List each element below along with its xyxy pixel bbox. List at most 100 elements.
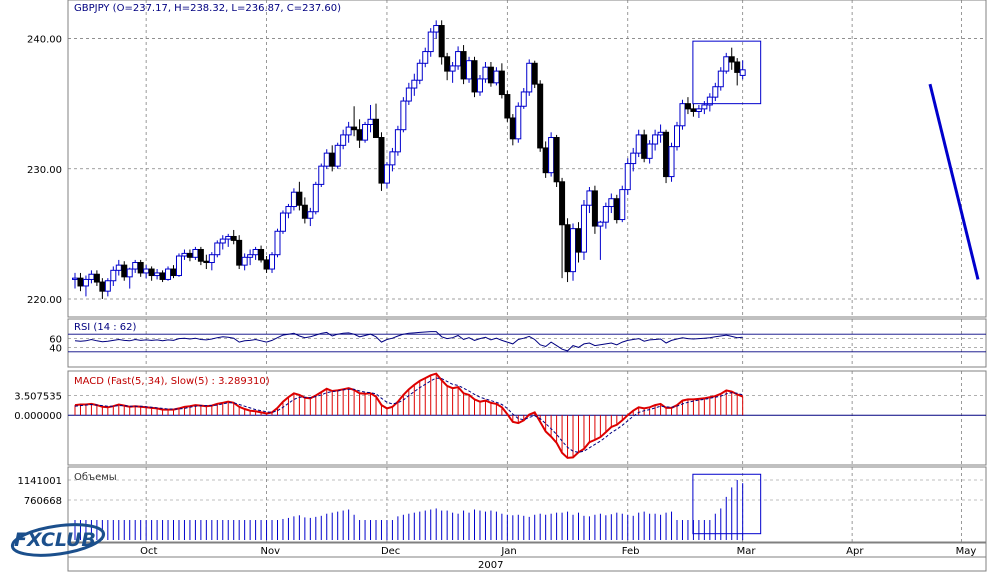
candle-body bbox=[416, 62, 423, 81]
candle-body bbox=[203, 260, 210, 264]
candle-body bbox=[318, 165, 325, 185]
candle-body bbox=[602, 206, 609, 223]
x-tick-label-apr: Apr bbox=[846, 546, 864, 557]
candle-body bbox=[356, 129, 363, 141]
price-legend: GBPJPY (O=237.17, H=238.32, L=236.87, C=… bbox=[74, 3, 341, 14]
forecast-trend-line bbox=[928, 83, 980, 280]
annotations bbox=[692, 40, 980, 535]
candle-body bbox=[269, 254, 276, 270]
candle-body bbox=[504, 94, 511, 119]
candle-body bbox=[723, 56, 730, 72]
candle-body bbox=[668, 146, 675, 178]
candle-body bbox=[170, 268, 177, 277]
candle-body bbox=[646, 143, 653, 159]
candle-body bbox=[433, 25, 440, 33]
candle-body bbox=[657, 131, 664, 136]
candle-body bbox=[110, 269, 117, 282]
candle-body bbox=[159, 272, 166, 280]
candle-body bbox=[690, 108, 697, 112]
candle-body bbox=[509, 117, 516, 140]
candle-body bbox=[652, 134, 659, 145]
candle-body bbox=[389, 151, 396, 166]
candle-body bbox=[154, 272, 161, 277]
candle-body bbox=[591, 190, 598, 227]
candle-body bbox=[312, 183, 319, 213]
candle-body bbox=[559, 181, 566, 226]
candle-body bbox=[351, 126, 358, 131]
candle-body bbox=[362, 123, 369, 141]
candle-body bbox=[460, 51, 467, 80]
candle-body bbox=[274, 230, 281, 256]
macd-outline bbox=[74, 372, 744, 459]
candle-body bbox=[641, 134, 648, 159]
volume-y-tick-label: 1141001 bbox=[17, 476, 62, 487]
candle-body bbox=[241, 256, 248, 266]
candle-body bbox=[635, 134, 642, 154]
candle-body bbox=[515, 105, 522, 140]
candle-body bbox=[466, 60, 473, 80]
candle-body bbox=[258, 248, 265, 261]
candle-body bbox=[411, 79, 418, 89]
macd-y-tick-label: 0.000000 bbox=[14, 411, 62, 422]
candle-body bbox=[93, 273, 100, 283]
candle-body bbox=[197, 248, 204, 262]
candle-body bbox=[383, 164, 390, 184]
candle-body bbox=[679, 103, 686, 127]
x-tick-label-may: May bbox=[956, 546, 977, 557]
logo-swoosh bbox=[10, 523, 106, 557]
candle-body bbox=[586, 190, 593, 206]
candle-body bbox=[181, 252, 188, 257]
price-y-tick-label: 230.00 bbox=[27, 165, 62, 176]
candle-body bbox=[121, 264, 128, 278]
candle-body bbox=[296, 191, 303, 206]
price-y-tick-label: 220.00 bbox=[27, 295, 62, 306]
candle-body bbox=[82, 278, 89, 287]
candle-body bbox=[301, 204, 308, 219]
candle-body bbox=[132, 262, 139, 270]
candle-body bbox=[88, 273, 95, 280]
candle-body bbox=[99, 281, 106, 292]
candle-body bbox=[674, 125, 680, 148]
candle-body bbox=[444, 56, 451, 72]
candle-body bbox=[608, 198, 615, 208]
candle-body bbox=[148, 268, 155, 277]
candle-body bbox=[542, 147, 549, 174]
candle-body bbox=[575, 228, 582, 253]
candle-body bbox=[186, 252, 193, 258]
candle-body bbox=[553, 137, 560, 183]
price-highlight-box bbox=[692, 40, 762, 105]
candle-body bbox=[345, 126, 352, 136]
candle-body bbox=[367, 118, 374, 125]
candle-body bbox=[126, 268, 133, 278]
candle-body bbox=[548, 137, 555, 174]
candle-body bbox=[192, 248, 199, 258]
x-tick-label-dec: Dec bbox=[381, 546, 400, 557]
candle-body bbox=[663, 131, 670, 178]
candle-body bbox=[597, 221, 604, 227]
candle-body bbox=[263, 259, 270, 270]
candle-body bbox=[427, 31, 434, 53]
candle-body bbox=[455, 51, 462, 67]
year-label: 2007 bbox=[478, 560, 503, 571]
rsi-y-tick-label: 60 bbox=[49, 335, 62, 346]
volume-legend: Объемы bbox=[74, 472, 117, 483]
macd-signal-line bbox=[74, 377, 743, 453]
candle-body bbox=[728, 56, 735, 63]
price-candles bbox=[72, 20, 746, 299]
candle-body bbox=[285, 206, 292, 214]
candle-body bbox=[340, 134, 347, 146]
fxclub-logo: FXCLUB bbox=[10, 523, 106, 557]
candle-body bbox=[230, 235, 237, 241]
candle-body bbox=[734, 61, 741, 73]
candle-body bbox=[476, 78, 483, 93]
candle-body bbox=[630, 152, 637, 165]
candle-body bbox=[717, 70, 724, 88]
candle-body bbox=[438, 25, 445, 58]
candle-body bbox=[247, 254, 254, 258]
x-tick-label-nov: Nov bbox=[261, 546, 281, 557]
candle-body bbox=[165, 268, 172, 280]
macd-panel-frame bbox=[67, 370, 987, 466]
logo-text: FXCLUB bbox=[14, 529, 96, 551]
rsi-legend: RSI (14 : 62) bbox=[74, 322, 137, 333]
candle-body bbox=[487, 66, 494, 84]
